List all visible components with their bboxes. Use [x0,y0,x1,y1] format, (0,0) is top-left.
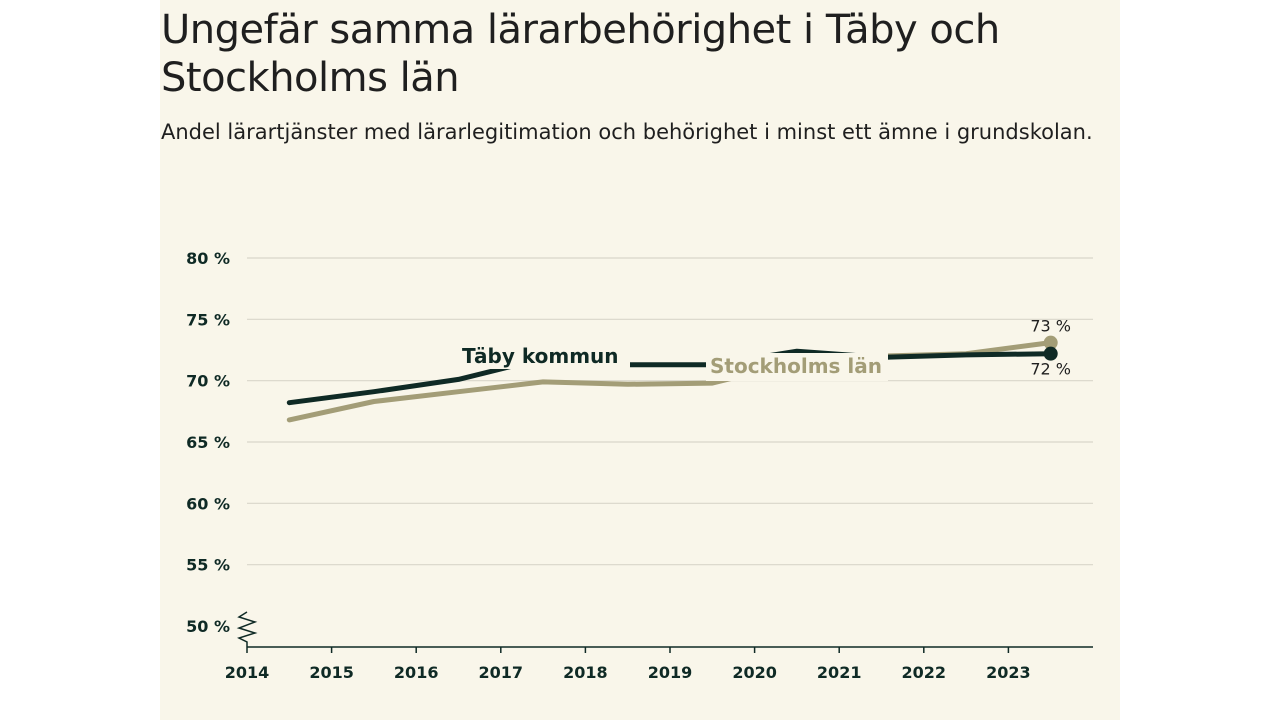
y-tick-label: 65 % [186,433,230,452]
x-tick-label: 2018 [563,663,608,682]
endpoint-stockholm [1043,335,1058,350]
x-tick-label: 2023 [986,663,1031,682]
y-tick-label: 55 % [186,556,230,575]
series-label-stockholm: Stockholms län [710,354,882,378]
x-tick-label: 2021 [817,663,862,682]
axis-break-icon [236,611,258,647]
series-line-taby [286,348,1054,406]
x-tick-label: 2019 [648,663,693,682]
end-label-stockholm: 73 % [1030,317,1071,336]
y-tick-label: 50 % [186,617,230,636]
y-tick-label: 70 % [186,372,230,391]
end-label-taby: 72 % [1030,360,1071,379]
x-tick-label: 2016 [394,663,439,682]
series-labels: Täby kommun Stockholms län 73 % 72 % [458,317,1071,381]
gridlines [247,257,1093,566]
x-tick-label: 2022 [902,663,947,682]
x-tick-label: 2017 [479,663,524,682]
chart-subtitle: Andel lärartjänster med lärarlegitimatio… [161,120,1093,144]
series-label-taby: Täby kommun [462,344,619,368]
y-tick-label: 80 % [186,249,230,268]
y-tick-label: 75 % [186,310,230,329]
chart-panel [160,0,1120,720]
label-background [458,341,630,369]
x-tick-label: 2015 [309,663,354,682]
chart-title: Ungefär samma lärarbehörighet i Täby och… [161,7,1000,101]
x-tick-label: 2014 [225,663,270,682]
x-axis: 2014 2015 2016 2017 2018 2019 2020 2021 2022 2023 [225,611,1093,682]
y-axis-ticks: 50 % 55 % 60 % 65 % 70 % 75 % 80 % [186,249,230,636]
endpoint-taby [1043,346,1058,361]
x-tick-label: 2020 [732,663,777,682]
series-lines [286,335,1058,423]
label-background [706,353,888,381]
y-tick-label: 60 % [186,494,230,513]
